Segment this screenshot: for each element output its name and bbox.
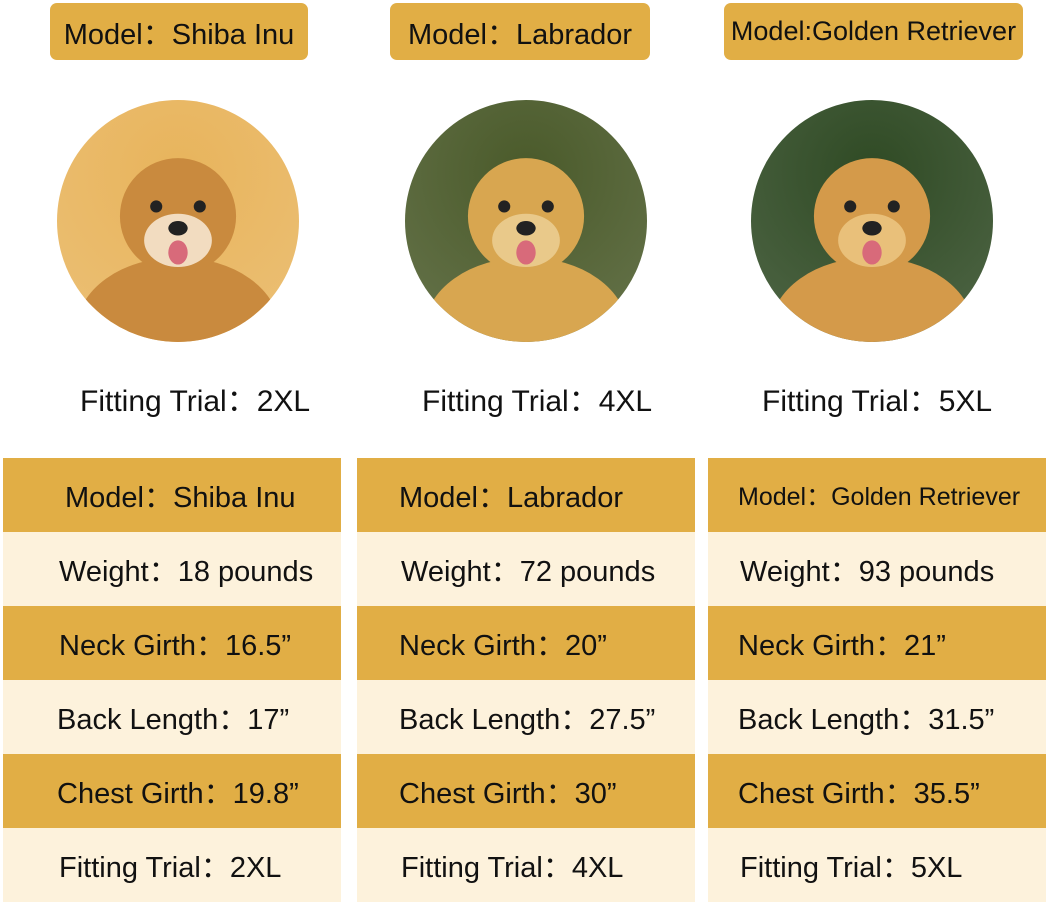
measurement-table: Model：Labrador Weight：72 pounds Neck Girth… [357, 458, 695, 902]
chest-girth-row: Chest Girth：19.8” [3, 754, 341, 828]
model-value: Model：Labrador [399, 482, 624, 514]
back-length-row: Back Length：31.5” [708, 680, 1046, 754]
fitting-trial-row: Fitting Trial：2XL [3, 828, 341, 902]
chest-girth-value: Chest Girth：19.8” [57, 778, 299, 810]
fitting-trial-value: Fitting Trial：2XL [59, 852, 282, 884]
model-row: Model：Golden Retriever [708, 458, 1046, 532]
fitting-trial-caption: Fitting Trial：5XL [762, 385, 993, 418]
model-header-label: Model:Golden Retriever [724, 3, 1023, 60]
back-length-row: Back Length：17” [3, 680, 341, 754]
golden-retriever-photo [751, 100, 993, 342]
fitting-trial-caption: Fitting Trial：2XL [80, 385, 311, 418]
neck-girth-row: Neck Girth：20” [357, 606, 695, 680]
neck-girth-value: Neck Girth：21” [738, 630, 946, 662]
model-row: Model：Shiba Inu [3, 458, 341, 532]
chest-girth-row: Chest Girth：30” [357, 754, 695, 828]
fitting-trial-row: Fitting Trial：4XL [357, 828, 695, 902]
back-length-value: Back Length：27.5” [399, 704, 656, 736]
weight-row: Weight：18 pounds [3, 532, 341, 606]
neck-girth-value: Neck Girth：16.5” [59, 630, 292, 662]
model-header-label: Model：Labrador [390, 3, 650, 60]
weight-value: Weight：18 pounds [59, 556, 314, 588]
weight-row: Weight：93 pounds [708, 532, 1046, 606]
weight-value: Weight：72 pounds [401, 556, 656, 588]
model-value: Model：Shiba Inu [65, 482, 296, 514]
model-row: Model：Labrador [357, 458, 695, 532]
measurement-table: Model：Golden Retriever Weight：93 pounds Ne… [708, 458, 1046, 902]
back-length-value: Back Length：17” [57, 704, 290, 736]
chest-girth-value: Chest Girth：35.5” [738, 778, 980, 810]
back-length-value: Back Length：31.5” [738, 704, 995, 736]
neck-girth-row: Neck Girth：16.5” [3, 606, 341, 680]
fitting-trial-value: Fitting Trial：4XL [401, 852, 624, 884]
fitting-trial-row: Fitting Trial：5XL [708, 828, 1046, 902]
fitting-trial-value: Fitting Trial：5XL [740, 852, 963, 884]
chest-girth-value: Chest Girth：30” [399, 778, 617, 810]
neck-girth-value: Neck Girth：20” [399, 630, 607, 662]
model-header-label: Model：Shiba Inu [50, 3, 308, 60]
measurement-table: Model：Shiba Inu Weight：18 pounds Neck Girt… [3, 458, 341, 902]
weight-row: Weight：72 pounds [357, 532, 695, 606]
shiba-inu-photo [57, 100, 299, 342]
model-value: Model：Golden Retriever [738, 483, 1021, 511]
fitting-trial-caption: Fitting Trial：4XL [422, 385, 653, 418]
chest-girth-row: Chest Girth：35.5” [708, 754, 1046, 828]
weight-value: Weight：93 pounds [740, 556, 995, 588]
neck-girth-row: Neck Girth：21” [708, 606, 1046, 680]
labrador-photo [405, 100, 647, 342]
back-length-row: Back Length：27.5” [357, 680, 695, 754]
